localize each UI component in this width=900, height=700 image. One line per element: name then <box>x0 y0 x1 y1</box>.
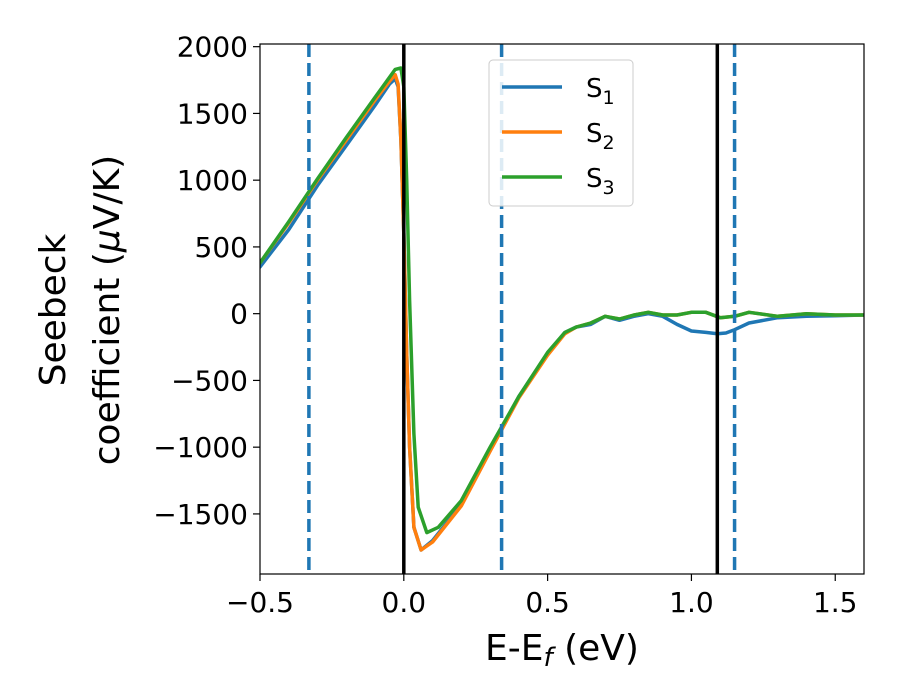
legend-label-s3: S3 <box>586 164 615 199</box>
x-axis-label-unit: (eV) <box>553 628 639 669</box>
y-axis-label-line1: Seebeck <box>33 233 74 386</box>
y-tick-label: 1000 <box>177 164 248 197</box>
x-tick-label: 0.5 <box>525 586 570 619</box>
x-axis-label-main: E-E <box>485 628 543 669</box>
plot-frame <box>259 43 865 575</box>
series-line-s3 <box>260 66 864 535</box>
legend-label-s2: S2 <box>586 119 615 154</box>
y-axis-label-mu: μ <box>87 229 128 253</box>
x-tick-label: −0.5 <box>226 586 294 619</box>
x-tick-label: 0.0 <box>382 586 427 619</box>
y-tick-label: −1000 <box>153 431 248 464</box>
legend: S1 S2 S3 <box>488 59 634 207</box>
y-tick-label: 0 <box>230 298 248 331</box>
x-tick-label: 1.0 <box>669 586 714 619</box>
y-axis-ticks: −1500 −1000 −500 0 500 1000 1500 2000 <box>153 31 260 531</box>
series-layer <box>260 66 864 552</box>
legend-label-s1: S1 <box>586 74 615 109</box>
x-tick-label: 1.5 <box>813 586 858 619</box>
y-tick-label: 1500 <box>177 97 248 130</box>
x-axis-label: E-Ef (eV) <box>485 628 639 673</box>
y-tick-label: −1500 <box>153 498 248 531</box>
y-tick-label: 500 <box>195 231 248 264</box>
y-tick-label: 2000 <box>177 31 248 64</box>
y-tick-label: −500 <box>171 364 248 397</box>
y-axis-label-line2: coefficient (μV/K) <box>87 155 128 465</box>
y-axis-label-line2-post: V/K) <box>87 155 128 229</box>
y-axis-label-line2-pre: coefficient ( <box>87 252 128 465</box>
x-axis-ticks: −0.5 0.0 0.5 1.0 1.5 <box>226 574 858 619</box>
y-axis-label: Seebeck coefficient (μV/K) <box>33 155 128 465</box>
